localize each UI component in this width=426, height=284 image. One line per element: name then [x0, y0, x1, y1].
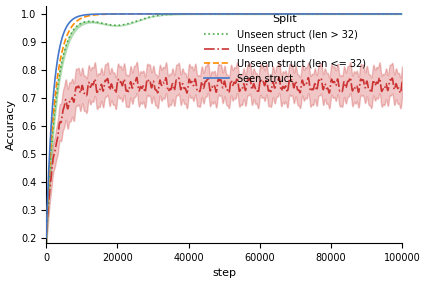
Unseen depth — [62, 104, 67, 107]
Unseen struct (len <= 32) — [207, 12, 213, 16]
Seen struct — [389, 12, 394, 16]
Line: Unseen struct (len <= 32): Unseen struct (len <= 32) — [46, 14, 402, 238]
Unseen depth — [43, 233, 49, 237]
Unseen struct (len > 32) — [207, 12, 213, 16]
X-axis label: step: step — [212, 268, 236, 278]
Line: Unseen struct (len > 32): Unseen struct (len > 32) — [46, 14, 402, 235]
Seen struct — [324, 12, 329, 16]
Unseen struct (len <= 32) — [400, 12, 405, 16]
Unseen struct (len > 32) — [389, 12, 394, 16]
Seen struct — [217, 12, 222, 16]
Unseen struct (len <= 32) — [43, 236, 49, 239]
Seen struct — [389, 12, 394, 16]
Unseen struct (len <= 32) — [324, 12, 329, 16]
Unseen struct (len > 32) — [400, 12, 405, 16]
Seen struct — [400, 12, 405, 16]
Unseen struct (len > 32) — [43, 233, 49, 237]
Unseen depth — [389, 77, 394, 80]
Unseen struct (len <= 32) — [389, 12, 394, 16]
Unseen struct (len <= 32) — [389, 12, 394, 16]
Unseen struct (len <= 32) — [375, 12, 380, 16]
Line: Unseen depth: Unseen depth — [46, 78, 402, 235]
Seen struct — [308, 12, 314, 16]
Unseen struct (len > 32) — [389, 12, 394, 16]
Unseen struct (len <= 32) — [62, 41, 67, 45]
Unseen depth — [400, 80, 405, 83]
Unseen struct (len <= 32) — [217, 12, 222, 16]
Unseen struct (len > 32) — [62, 50, 67, 53]
Unseen depth — [389, 77, 394, 80]
Y-axis label: Accuracy: Accuracy — [6, 99, 16, 150]
Unseen depth — [324, 87, 329, 90]
Unseen depth — [217, 79, 222, 82]
Unseen struct (len > 32) — [324, 12, 329, 16]
Legend: Unseen struct (len > 32), Unseen depth, Unseen struct (len <= 32), Seen struct: Unseen struct (len > 32), Unseen depth, … — [201, 11, 369, 88]
Seen struct — [62, 30, 67, 33]
Unseen depth — [207, 89, 213, 92]
Line: Seen struct: Seen struct — [46, 14, 402, 238]
Seen struct — [43, 236, 49, 239]
Unseen struct (len > 32) — [217, 12, 222, 16]
Seen struct — [207, 12, 213, 16]
Unseen depth — [205, 76, 210, 79]
